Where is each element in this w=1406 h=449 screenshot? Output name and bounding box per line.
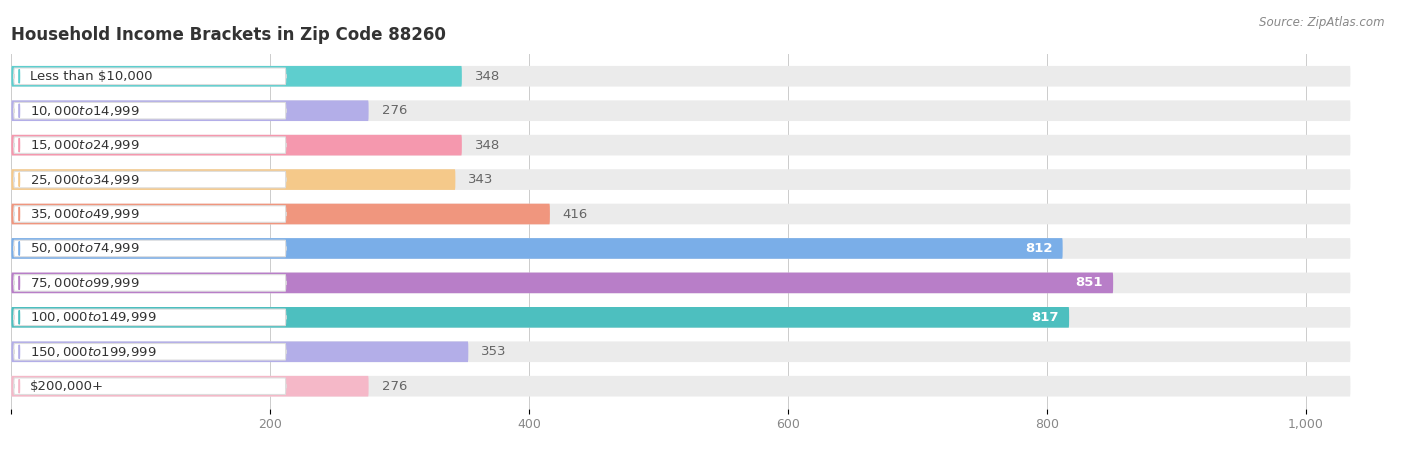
- Text: 343: 343: [468, 173, 494, 186]
- FancyBboxPatch shape: [11, 341, 468, 362]
- FancyBboxPatch shape: [11, 376, 1350, 396]
- FancyBboxPatch shape: [11, 66, 1350, 87]
- Text: 812: 812: [1025, 242, 1052, 255]
- Text: $10,000 to $14,999: $10,000 to $14,999: [30, 104, 139, 118]
- FancyBboxPatch shape: [14, 309, 285, 326]
- FancyBboxPatch shape: [11, 169, 456, 190]
- Text: 276: 276: [381, 380, 406, 393]
- FancyBboxPatch shape: [11, 307, 1069, 328]
- FancyBboxPatch shape: [14, 102, 285, 119]
- FancyBboxPatch shape: [14, 378, 285, 395]
- FancyBboxPatch shape: [14, 206, 285, 222]
- Text: 348: 348: [475, 139, 501, 152]
- FancyBboxPatch shape: [11, 341, 1350, 362]
- FancyBboxPatch shape: [11, 273, 1114, 293]
- Text: Less than $10,000: Less than $10,000: [30, 70, 152, 83]
- FancyBboxPatch shape: [14, 68, 285, 84]
- FancyBboxPatch shape: [14, 343, 285, 360]
- Text: $50,000 to $74,999: $50,000 to $74,999: [30, 242, 139, 255]
- Text: 416: 416: [562, 207, 588, 220]
- Text: $15,000 to $24,999: $15,000 to $24,999: [30, 138, 139, 152]
- FancyBboxPatch shape: [14, 172, 285, 188]
- FancyBboxPatch shape: [14, 137, 285, 154]
- FancyBboxPatch shape: [14, 275, 285, 291]
- FancyBboxPatch shape: [11, 135, 1350, 155]
- Text: 851: 851: [1076, 277, 1102, 290]
- FancyBboxPatch shape: [11, 66, 461, 87]
- FancyBboxPatch shape: [11, 273, 1350, 293]
- FancyBboxPatch shape: [11, 238, 1350, 259]
- FancyBboxPatch shape: [14, 240, 285, 257]
- Text: 348: 348: [475, 70, 501, 83]
- FancyBboxPatch shape: [11, 169, 1350, 190]
- Text: $75,000 to $99,999: $75,000 to $99,999: [30, 276, 139, 290]
- FancyBboxPatch shape: [11, 101, 1350, 121]
- Text: $25,000 to $34,999: $25,000 to $34,999: [30, 172, 139, 187]
- Text: $150,000 to $199,999: $150,000 to $199,999: [30, 345, 156, 359]
- Text: Household Income Brackets in Zip Code 88260: Household Income Brackets in Zip Code 88…: [11, 26, 446, 44]
- FancyBboxPatch shape: [11, 204, 1350, 224]
- FancyBboxPatch shape: [11, 238, 1063, 259]
- Text: $200,000+: $200,000+: [30, 380, 104, 393]
- FancyBboxPatch shape: [11, 101, 368, 121]
- Text: Source: ZipAtlas.com: Source: ZipAtlas.com: [1260, 16, 1385, 29]
- FancyBboxPatch shape: [11, 307, 1350, 328]
- Text: $35,000 to $49,999: $35,000 to $49,999: [30, 207, 139, 221]
- Text: 353: 353: [481, 345, 506, 358]
- Text: $100,000 to $149,999: $100,000 to $149,999: [30, 310, 156, 324]
- Text: 276: 276: [381, 104, 406, 117]
- FancyBboxPatch shape: [11, 135, 461, 155]
- FancyBboxPatch shape: [11, 376, 368, 396]
- FancyBboxPatch shape: [11, 204, 550, 224]
- Text: 817: 817: [1031, 311, 1059, 324]
